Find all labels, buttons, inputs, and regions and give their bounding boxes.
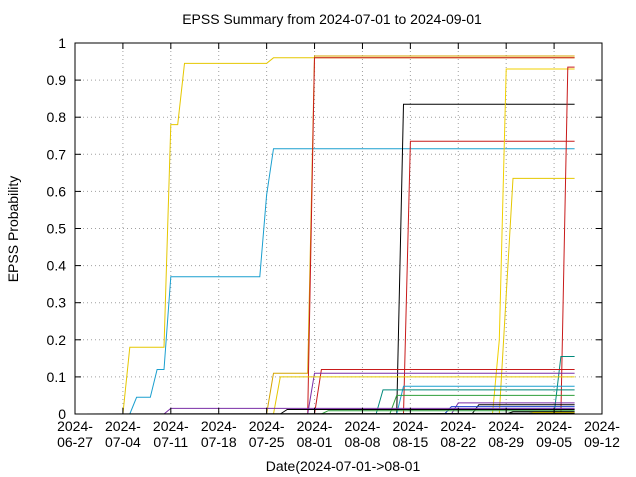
x-tick-label-year: 2024- — [536, 418, 572, 434]
y-tick-label: 0.9 — [47, 72, 67, 88]
series-line-9 — [560, 66, 575, 415]
chart-title: EPSS Summary from 2024-07-01 to 2024-09-… — [182, 11, 482, 27]
series-line-10 — [553, 356, 575, 415]
axis-ticks: 00.10.20.30.40.50.60.70.80.912024-06-272… — [47, 35, 621, 450]
series-line-4 — [307, 57, 575, 415]
x-tick-label-monthday: 07-11 — [153, 434, 188, 450]
x-tick-label-monthday: 08-29 — [488, 434, 524, 450]
x-tick-label-monthday: 08-08 — [345, 434, 381, 450]
y-tick-label: 0.4 — [47, 258, 67, 274]
series-line-22 — [321, 410, 575, 415]
x-tick-label-year: 2024- — [440, 418, 476, 434]
y-tick-label: 0.2 — [47, 332, 67, 348]
x-tick-label-year: 2024- — [345, 418, 381, 434]
x-tick-label-year: 2024- — [488, 418, 524, 434]
series-line-21 — [280, 409, 575, 415]
y-tick-label: 0.7 — [47, 146, 67, 162]
series-line-5 — [396, 103, 575, 415]
x-tick-label-monthday: 08-15 — [392, 434, 428, 450]
y-tick-label: 0 — [58, 406, 66, 422]
x-tick-label-year: 2024- — [584, 418, 620, 434]
y-tick-label: 0.3 — [47, 295, 67, 311]
y-axis-label: EPSS Probability — [5, 176, 21, 283]
y-tick-label: 0.8 — [47, 109, 67, 125]
x-tick-label-year: 2024- — [201, 418, 237, 434]
x-tick-label-monthday: 07-18 — [201, 434, 237, 450]
x-tick-label-year: 2024- — [297, 418, 333, 434]
series-line-11 — [314, 369, 575, 415]
x-tick-label-year: 2024- — [153, 418, 189, 434]
series-line-3 — [266, 55, 575, 415]
series-line-19 — [444, 406, 575, 415]
x-tick-label-monthday: 07-04 — [105, 434, 141, 450]
series-line-14 — [396, 385, 575, 415]
series-line-13 — [273, 376, 575, 415]
series-line-16 — [389, 394, 575, 415]
x-tick-label-monthday: 08-01 — [297, 434, 333, 450]
x-tick-label-year: 2024- — [105, 418, 141, 434]
x-tick-label-monthday: 08-22 — [440, 434, 476, 450]
x-tick-label-year: 2024- — [57, 418, 93, 434]
x-axis-label: Date(2024-07-01->08-01 — [266, 458, 421, 474]
x-tick-label-monthday: 07-25 — [249, 434, 285, 450]
x-tick-label-year: 2024- — [249, 418, 285, 434]
y-tick-label: 1 — [58, 35, 66, 51]
series-line-1 — [122, 57, 575, 415]
x-tick-label-monthday: 06-27 — [57, 434, 93, 450]
y-tick-label: 0.1 — [47, 369, 67, 385]
series-line-12 — [307, 372, 575, 415]
series-line-15 — [375, 389, 575, 415]
x-tick-label-year: 2024- — [392, 418, 428, 434]
series-line-8 — [498, 177, 575, 415]
series-line-6 — [403, 140, 575, 415]
y-tick-label: 0.5 — [47, 221, 67, 237]
y-tick-label: 0.6 — [47, 183, 67, 199]
x-tick-label-monthday: 09-12 — [584, 434, 620, 450]
series-line-2 — [129, 148, 575, 415]
x-tick-label-monthday: 09-05 — [536, 434, 572, 450]
